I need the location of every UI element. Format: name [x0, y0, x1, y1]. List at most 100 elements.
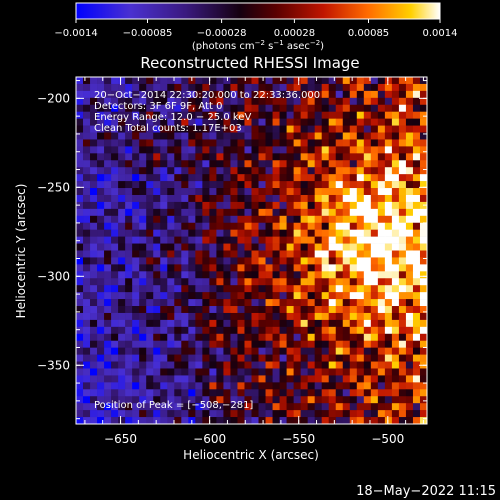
heatmap-cell: [293, 181, 301, 189]
heatmap-cell: [160, 215, 168, 224]
heatmap-cell: [265, 326, 273, 335]
heatmap-cell: [307, 326, 315, 335]
heatmap-cell: [195, 382, 203, 390]
heatmap-cell: [377, 389, 386, 397]
heatmap-cell: [237, 201, 245, 210]
x-tick-label: −650: [104, 432, 137, 446]
heatmap-cell: [279, 271, 287, 279]
annotation-detectors: Detectors: 3F 6F 9F, Att 0: [94, 101, 222, 112]
heatmap-cell: [223, 174, 231, 182]
heatmap-cell: [237, 326, 245, 335]
heatmap-cell: [83, 306, 91, 314]
heatmap-cell: [216, 285, 224, 293]
heatmap-cell: [202, 77, 210, 85]
heatmap-cell: [181, 417, 189, 425]
heatmap-cell: [90, 77, 98, 85]
heatmap-cell: [174, 181, 182, 189]
heatmap-cell: [125, 174, 133, 182]
heatmap-cell: [202, 104, 210, 112]
heatmap-cell: [195, 292, 203, 300]
heatmap-cell: [104, 174, 112, 182]
heatmap-cell: [209, 125, 217, 133]
heatmap-cell: [335, 396, 344, 404]
heatmap-cell: [216, 292, 224, 300]
heatmap-cell: [125, 368, 133, 376]
heatmap-cell: [384, 229, 393, 237]
heatmap-cell: [118, 257, 126, 265]
heatmap-cell: [195, 146, 203, 154]
heatmap-cell: [356, 188, 365, 196]
heatmap-cell: [405, 194, 414, 203]
heatmap-cell: [370, 257, 379, 265]
heatmap-cell: [370, 90, 379, 99]
heatmap-cell: [293, 167, 301, 175]
heatmap-cell: [146, 375, 154, 383]
heatmap-cell: [307, 417, 315, 425]
heatmap-cell: [216, 118, 224, 126]
heatmap-cell: [230, 153, 238, 161]
heatmap-cell: [335, 292, 344, 300]
heatmap-cell: [90, 90, 98, 99]
heatmap-cell: [76, 181, 84, 189]
heatmap-cell: [83, 333, 91, 342]
heatmap-cell: [321, 389, 330, 397]
heatmap-cell: [370, 229, 379, 237]
heatmap-cell: [188, 250, 196, 258]
heatmap-cell: [160, 111, 168, 119]
peak-position-label: Position of Peak = [−508,−281]: [94, 400, 253, 411]
heatmap-cell: [272, 181, 280, 189]
heatmap-cell: [188, 174, 196, 182]
heatmap-cell: [223, 160, 231, 168]
heatmap-cell: [146, 118, 154, 126]
heatmap-cell: [307, 188, 315, 196]
heatmap-cell: [83, 236, 91, 244]
heatmap-cell: [342, 236, 351, 244]
heatmap-cell: [265, 181, 273, 189]
heatmap-cell: [251, 333, 259, 342]
heatmap-cell: [300, 160, 308, 168]
heatmap-cell: [300, 354, 308, 362]
heatmap-cell: [272, 306, 280, 314]
heatmap-cell: [118, 333, 126, 342]
heatmap-cell: [356, 201, 365, 210]
heatmap-cell: [419, 125, 428, 133]
heatmap-cell: [174, 97, 182, 106]
heatmap-cell: [167, 236, 175, 244]
heatmap-cell: [391, 77, 400, 85]
heatmap-cell: [125, 299, 133, 307]
heatmap-cell: [272, 90, 280, 99]
heatmap-cell: [125, 181, 133, 189]
heatmap-cell: [300, 181, 308, 189]
heatmap-cell: [300, 278, 308, 286]
heatmap-cell: [321, 181, 330, 189]
heatmap-cell: [83, 368, 91, 376]
heatmap-cell: [174, 285, 182, 293]
heatmap-cell: [370, 319, 379, 328]
heatmap-cell: [195, 222, 203, 230]
heatmap-cell: [328, 153, 337, 161]
heatmap-cell: [419, 104, 428, 112]
heatmap-cell: [335, 250, 344, 258]
heatmap-cell: [314, 285, 322, 293]
heatmap-cell: [160, 104, 168, 112]
heatmap-cell: [314, 90, 322, 99]
heatmap-cell: [146, 347, 154, 355]
chart-title: Reconstructed RHESSI Image: [140, 54, 359, 72]
heatmap-cell: [321, 229, 330, 237]
heatmap-cell: [370, 354, 379, 362]
heatmap-cell: [167, 181, 175, 189]
heatmap-cell: [328, 264, 337, 272]
heatmap-cell: [83, 319, 91, 328]
heatmap-cell: [419, 271, 428, 279]
heatmap-cell: [174, 146, 182, 154]
heatmap-cell: [216, 174, 224, 182]
heatmap-cell: [265, 417, 273, 425]
heatmap-cell: [230, 160, 238, 168]
heatmap-cell: [209, 403, 217, 411]
heatmap-cell: [300, 174, 308, 182]
heatmap-cell: [244, 347, 252, 355]
heatmap-cell: [139, 153, 147, 161]
heatmap-cell: [223, 181, 231, 189]
heatmap-cell: [412, 278, 421, 286]
heatmap-cell: [237, 132, 245, 140]
